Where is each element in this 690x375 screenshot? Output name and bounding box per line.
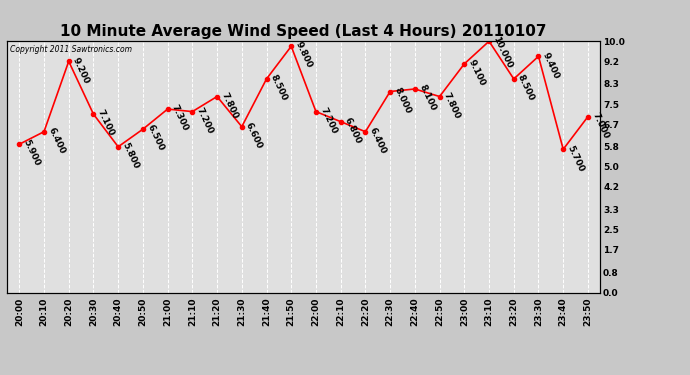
Text: 5.800: 5.800 bbox=[121, 141, 141, 170]
Text: 7.800: 7.800 bbox=[442, 91, 462, 120]
Text: Copyright 2011 Sawtronics.com: Copyright 2011 Sawtronics.com bbox=[10, 45, 132, 54]
Text: 5.900: 5.900 bbox=[21, 138, 41, 168]
Text: 7.200: 7.200 bbox=[195, 106, 215, 135]
Text: 6.500: 6.500 bbox=[145, 123, 166, 153]
Text: 10.000: 10.000 bbox=[491, 36, 514, 70]
Text: 8.100: 8.100 bbox=[417, 83, 437, 112]
Text: 6.600: 6.600 bbox=[244, 121, 264, 150]
Text: 7.800: 7.800 bbox=[219, 91, 239, 120]
Text: 9.200: 9.200 bbox=[71, 56, 91, 85]
Text: 8.500: 8.500 bbox=[269, 73, 289, 102]
Text: 7.000: 7.000 bbox=[590, 111, 611, 140]
Text: 6.800: 6.800 bbox=[343, 116, 363, 145]
Text: 5.700: 5.700 bbox=[566, 144, 586, 173]
Text: 7.300: 7.300 bbox=[170, 104, 190, 133]
Text: 9.400: 9.400 bbox=[541, 51, 561, 80]
Text: 8.500: 8.500 bbox=[516, 73, 536, 102]
Text: 6.400: 6.400 bbox=[368, 126, 388, 155]
Text: 7.100: 7.100 bbox=[96, 108, 116, 138]
Title: 10 Minute Average Wind Speed (Last 4 Hours) 20110107: 10 Minute Average Wind Speed (Last 4 Hou… bbox=[60, 24, 547, 39]
Text: 7.200: 7.200 bbox=[318, 106, 338, 135]
Text: 8.000: 8.000 bbox=[393, 86, 413, 115]
Text: 9.800: 9.800 bbox=[293, 40, 314, 70]
Text: 9.100: 9.100 bbox=[466, 58, 486, 87]
Text: 6.400: 6.400 bbox=[46, 126, 66, 155]
